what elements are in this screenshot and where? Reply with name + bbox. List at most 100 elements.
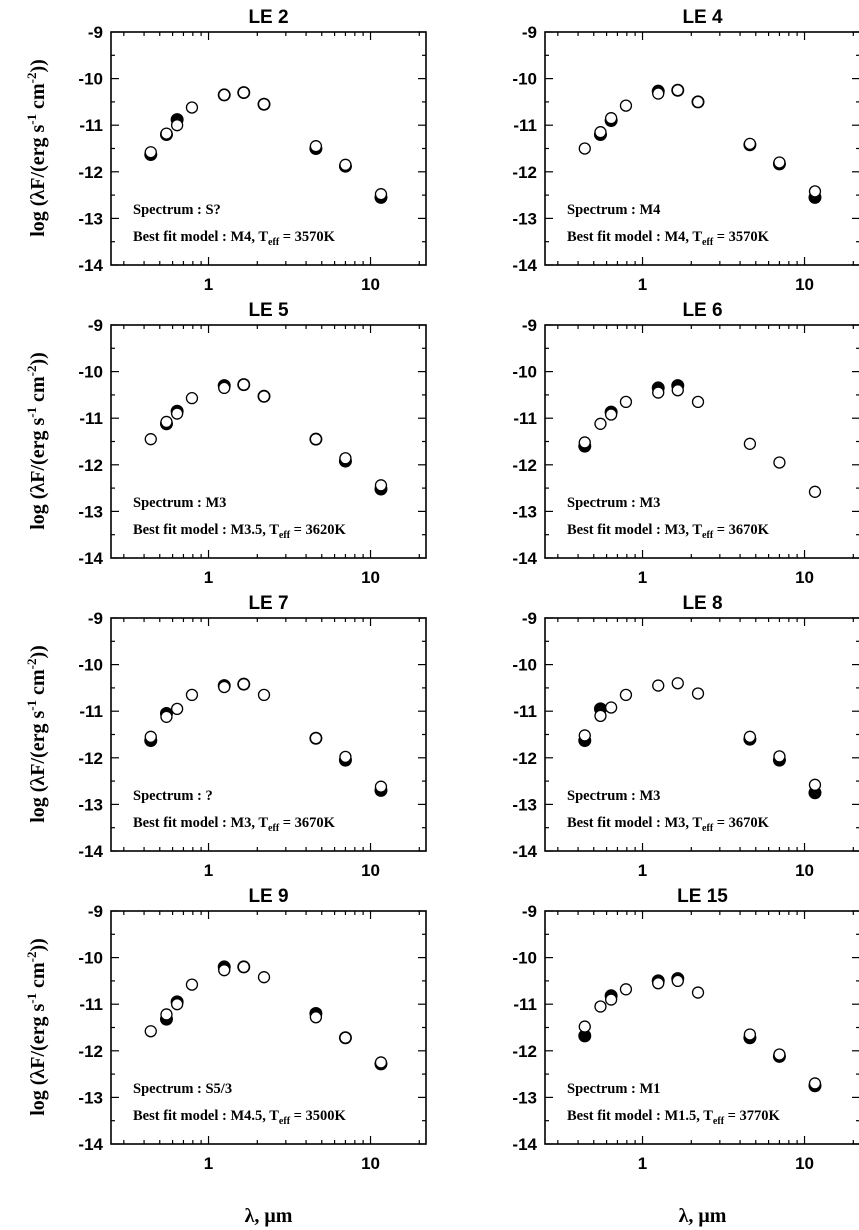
y-axis-label-part: )) <box>27 352 49 365</box>
y-axis-label-part: cm <box>27 83 49 114</box>
data-point-open <box>257 971 271 984</box>
data-point-open <box>309 732 323 745</box>
data-point-open <box>773 1048 786 1061</box>
teff-value: = 3570K <box>279 229 336 245</box>
y-axis-label-part: cm <box>27 962 49 993</box>
data-point-open <box>619 983 633 996</box>
data-point-open <box>257 390 271 403</box>
x-tick-label: 1 <box>204 1154 213 1173</box>
y-tick-label: -12 <box>512 1042 537 1061</box>
data-point-open <box>773 750 786 763</box>
y-axis-label-sup: -1 <box>24 700 39 711</box>
data-point-open <box>594 126 607 139</box>
data-point-open <box>374 780 388 793</box>
data-point-open <box>374 1056 388 1069</box>
model-annotation: Best fit model : M3.5, Teff = 3620K <box>133 522 347 541</box>
x-tick-label: 1 <box>638 861 647 880</box>
y-tick-label: -9 <box>522 316 537 335</box>
x-tick-label: 1 <box>204 568 213 587</box>
y-tick-label: -9 <box>88 902 103 921</box>
x-axis-label: λ, μm <box>245 1205 293 1227</box>
spectrum-text: Spectrum : ? <box>133 788 213 804</box>
data-point-open <box>604 993 618 1006</box>
data-point-open <box>808 185 822 198</box>
panel-title: LE 15 <box>677 886 728 907</box>
y-axis-label-part: )) <box>27 59 49 72</box>
model-annotation: Best fit model : M1.5, Teff = 3770K <box>567 1108 781 1127</box>
model-annotation: Best fit model : M4.5, Teff = 3500K <box>133 1108 347 1127</box>
data-point-open <box>671 677 684 690</box>
data-point-open <box>339 452 352 465</box>
y-axis-label-sup: -2 <box>24 73 39 84</box>
teff-subscript: eff <box>268 823 280 834</box>
data-point-open <box>652 386 665 399</box>
data-point-open <box>144 1025 157 1038</box>
panel-le-4: LE 4 -9 -10 -11 -12 -13 -14 1 10 Spectrum : M4 Bes… <box>512 7 859 294</box>
y-tick-label: -12 <box>512 456 537 475</box>
model-annotation: Best fit model : M4, Teff = 3570K <box>133 229 336 248</box>
y-axis-label-part: log (λF/(erg s <box>27 711 49 823</box>
data-point-open <box>691 395 705 409</box>
model-text: Best fit model : M1.5, T <box>567 1108 713 1124</box>
spectrum-annotation: Spectrum : M4 <box>567 202 660 218</box>
data-point-open <box>691 687 705 700</box>
spectrum-text: Spectrum : S5/3 <box>133 1081 232 1097</box>
panel-title: LE 2 <box>248 7 288 28</box>
y-axis-label-part: log (λF/(erg s <box>27 1004 49 1116</box>
data-point-open <box>374 479 388 492</box>
data-point-open <box>691 95 705 109</box>
data-point-open <box>339 158 352 171</box>
y-tick-label: -14 <box>78 549 103 568</box>
teff-subscript: eff <box>279 530 291 541</box>
y-tick-label: -11 <box>79 116 103 135</box>
data-point-open <box>652 87 665 100</box>
y-tick-label: -10 <box>512 70 537 89</box>
y-tick-label: -12 <box>512 749 537 768</box>
y-tick-label: -11 <box>79 702 103 721</box>
data-point-open <box>743 730 757 743</box>
panel-le-2: LE 2 -9 -10 -11 -12 -13 -14 1 10 Spectrum : S? Bes… <box>78 7 427 294</box>
spectrum-annotation: Spectrum : M1 <box>567 1081 660 1097</box>
y-axis-label-part: )) <box>27 938 49 951</box>
model-annotation: Best fit model : M3, Teff = 3670K <box>567 522 770 541</box>
data-point-open <box>773 456 786 469</box>
data-point-open <box>309 1011 323 1024</box>
spectrum-annotation: Spectrum : M3 <box>133 495 226 511</box>
data-point-open <box>619 688 633 702</box>
x-axis-label: λ, μm <box>679 1205 727 1227</box>
x-tick-label: 1 <box>204 861 213 880</box>
y-axis-label: log (λF/(erg s-1 cm-2)) <box>24 352 49 530</box>
data-point-open <box>257 98 271 111</box>
y-tick-label: -13 <box>512 502 537 521</box>
panel-le-6: LE 6 -9 -10 -11 -12 -13 -14 1 10 Spectrum : M3 Bes… <box>512 300 859 587</box>
x-tick-label: 10 <box>795 568 814 587</box>
y-tick-label: -10 <box>78 656 103 675</box>
model-annotation: Best fit model : M3, Teff = 3670K <box>133 815 336 834</box>
data-point-open <box>185 688 199 702</box>
panel-title: LE 5 <box>248 300 289 321</box>
y-tick-label: -14 <box>512 549 537 568</box>
data-point-open <box>185 978 199 991</box>
y-tick-label: -10 <box>512 363 537 382</box>
y-axis-label-part: )) <box>27 645 49 658</box>
data-point-open <box>691 986 705 999</box>
teff-value: = 3500K <box>290 1108 347 1124</box>
panel-le-5: LE 5 -9 -10 -11 -12 -13 -14 1 10 Spectrum : M3 Bes… <box>78 300 427 587</box>
y-tick-label: -14 <box>512 256 537 275</box>
y-tick-label: -13 <box>512 795 537 814</box>
spectrum-text: Spectrum : S? <box>133 202 221 218</box>
model-annotation: Best fit model : M4, Teff = 3570K <box>567 229 770 248</box>
y-tick-label: -9 <box>522 23 537 42</box>
spectrum-text: Spectrum : M3 <box>133 495 226 511</box>
teff-value: = 3670K <box>713 815 770 831</box>
y-tick-label: -14 <box>78 1135 103 1154</box>
y-tick-label: -13 <box>78 502 103 521</box>
data-point-open <box>671 974 684 988</box>
x-tick-label: 10 <box>361 861 380 880</box>
data-point-open <box>170 998 184 1011</box>
y-tick-label: -13 <box>512 209 537 228</box>
data-point-open <box>743 437 757 450</box>
data-point-open <box>218 381 231 395</box>
y-tick-label: -10 <box>78 70 103 89</box>
